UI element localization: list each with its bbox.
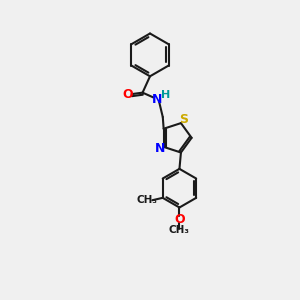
Text: CH₃: CH₃ — [137, 195, 158, 205]
Text: H: H — [161, 90, 170, 100]
Text: O: O — [174, 214, 185, 226]
Text: N: N — [155, 142, 165, 154]
Text: CH₃: CH₃ — [169, 225, 190, 236]
Text: S: S — [179, 113, 188, 126]
Text: N: N — [152, 93, 162, 106]
Text: O: O — [122, 88, 133, 100]
